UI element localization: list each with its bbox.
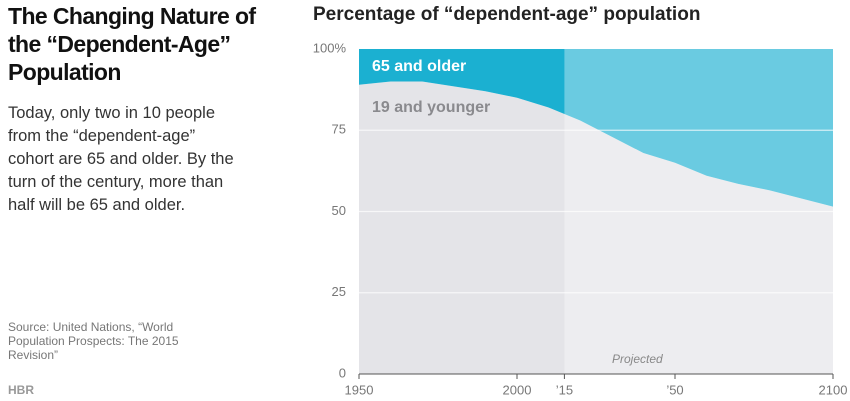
- y-tick-label: 100%: [313, 40, 347, 55]
- x-tick-label: 2000: [503, 382, 532, 397]
- area: [359, 81, 833, 374]
- y-tick-label: 0: [339, 365, 346, 380]
- headline: The Changing Nature of the “Dependent-Ag…: [8, 3, 256, 85]
- chart-title: Percentage of “dependent-age” population: [313, 4, 700, 25]
- description: Today, only two in 10 people from the “d…: [8, 104, 234, 214]
- x-tick-label: ’15: [556, 382, 573, 397]
- logo: HBR: [8, 383, 34, 397]
- series-label: 19 and younger: [372, 99, 490, 116]
- source-note: Source: United Nations, “World Populatio…: [8, 320, 179, 362]
- projection-overlay: [564, 49, 833, 374]
- x-tick-label: ’50: [666, 382, 683, 397]
- y-tick-label: 75: [332, 122, 346, 137]
- y-tick-label: 25: [332, 284, 346, 299]
- x-tick-label: 1950: [345, 382, 374, 397]
- projection-label: Projected: [612, 352, 663, 366]
- area: [359, 49, 833, 207]
- x-tick-label: 2100: [819, 382, 848, 397]
- y-tick-label: 50: [332, 203, 346, 218]
- series-label: 65 and older: [372, 58, 466, 75]
